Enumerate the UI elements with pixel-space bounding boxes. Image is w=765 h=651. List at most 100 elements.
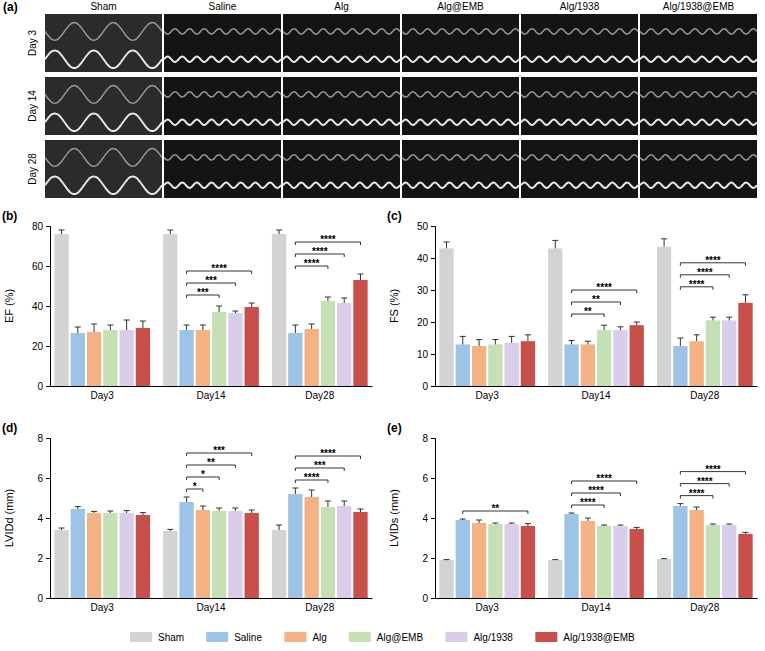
error-bar bbox=[216, 306, 222, 312]
bar bbox=[673, 346, 687, 386]
x-tick-label: Day14 bbox=[197, 390, 226, 401]
significance-label: **** bbox=[588, 485, 604, 496]
error-bar bbox=[292, 488, 298, 494]
error-bar bbox=[601, 525, 607, 526]
row-title: Day 28 bbox=[27, 153, 38, 185]
error-bar bbox=[167, 529, 173, 531]
bar bbox=[163, 531, 177, 598]
echo-wall bbox=[283, 155, 400, 160]
plot-area bbox=[439, 504, 752, 598]
legend-label: Alg bbox=[312, 632, 326, 643]
y-tick: 2 bbox=[422, 553, 435, 564]
echo-wall bbox=[521, 155, 638, 160]
annotations: ************************** bbox=[463, 464, 746, 514]
echo-background bbox=[164, 140, 281, 198]
error-bar bbox=[200, 325, 206, 330]
error-bar bbox=[124, 511, 130, 513]
significance-label: **** bbox=[312, 246, 328, 257]
error-bar bbox=[552, 240, 558, 248]
y-axis: 02468 bbox=[422, 433, 435, 604]
error-bar bbox=[634, 322, 640, 325]
error-bar bbox=[357, 274, 363, 280]
bar bbox=[504, 343, 518, 386]
echo-image bbox=[640, 14, 757, 72]
x-tick-label: Day3 bbox=[91, 602, 115, 613]
bar bbox=[581, 521, 595, 598]
bar-series bbox=[87, 490, 319, 598]
legend-item: Alg/1938@EMB bbox=[535, 632, 635, 643]
error-bar bbox=[569, 341, 575, 345]
column-title: Alg/1938 bbox=[560, 1, 600, 12]
error-bar bbox=[742, 532, 748, 534]
legend-item: Alg bbox=[284, 632, 326, 643]
x-tick: Day28 bbox=[690, 390, 719, 401]
x-tick-label: Day28 bbox=[690, 390, 719, 401]
error-bar bbox=[249, 510, 255, 513]
y-axis-title: FS (%) bbox=[388, 289, 400, 323]
column-title: Sham bbox=[90, 1, 116, 12]
significance-label: *** bbox=[314, 460, 326, 471]
echo-wall bbox=[283, 92, 400, 97]
y-tick-label: 40 bbox=[417, 253, 429, 264]
y-tick: 8 bbox=[422, 433, 435, 444]
echo-wall bbox=[164, 92, 281, 97]
significance-label: ** bbox=[592, 294, 600, 305]
echo-wall bbox=[164, 183, 281, 188]
y-tick-label: 8 bbox=[37, 433, 43, 444]
echo-wall bbox=[521, 120, 638, 125]
bar-series bbox=[87, 324, 319, 386]
error-bar bbox=[552, 559, 558, 560]
bar bbox=[353, 280, 367, 386]
x-tick: Day14 bbox=[582, 602, 611, 613]
x-tick: Day14 bbox=[582, 390, 611, 401]
echo-image bbox=[164, 140, 281, 198]
echo-background bbox=[640, 14, 757, 72]
x-tick: Day28 bbox=[305, 390, 334, 401]
panel-label: (a) bbox=[3, 0, 18, 14]
bar bbox=[103, 513, 117, 598]
echo-background bbox=[164, 77, 281, 135]
error-bar bbox=[184, 497, 190, 502]
chart-panel: 020406080Day3Day14Day28EF (%)(b)********… bbox=[2, 209, 373, 401]
panel-label: (e) bbox=[387, 421, 402, 435]
significance-label: * bbox=[193, 481, 197, 492]
column-title: Alg@EMB bbox=[437, 1, 484, 12]
error-bar bbox=[460, 336, 466, 344]
error-bar bbox=[661, 558, 667, 559]
y-tick-label: 2 bbox=[37, 553, 43, 564]
echo-wall bbox=[283, 29, 400, 34]
y-tick-label: 0 bbox=[422, 593, 428, 604]
x-axis-line bbox=[51, 386, 373, 387]
y-tick-mark bbox=[46, 518, 50, 519]
error-bar bbox=[569, 513, 575, 514]
significance-label: ** bbox=[491, 503, 499, 514]
bar-series bbox=[103, 501, 335, 598]
significance-label: * bbox=[201, 469, 205, 480]
bar bbox=[488, 344, 502, 386]
echo-image bbox=[640, 77, 757, 135]
error-bar bbox=[492, 340, 498, 345]
bar bbox=[136, 515, 150, 598]
y-tick: 30 bbox=[417, 285, 435, 296]
y-tick-mark bbox=[46, 558, 50, 559]
bar-series bbox=[54, 230, 286, 386]
echo-wall bbox=[164, 120, 281, 125]
bar bbox=[272, 530, 286, 598]
echo-wall bbox=[640, 120, 757, 125]
error-bar bbox=[677, 504, 683, 506]
error-bar bbox=[309, 490, 315, 497]
panel-label: (c) bbox=[387, 209, 402, 223]
significance-label: **** bbox=[697, 476, 713, 487]
y-tick: 60 bbox=[32, 261, 50, 272]
x-tick: Day3 bbox=[476, 602, 500, 613]
x-tick-label: Day14 bbox=[197, 602, 226, 613]
legend-label: Saline bbox=[234, 632, 262, 643]
significance-label: ** bbox=[207, 457, 215, 468]
echo-background bbox=[45, 77, 162, 135]
significance-label: *** bbox=[205, 275, 217, 286]
x-tick: Day14 bbox=[197, 602, 226, 613]
legend-swatch bbox=[445, 632, 467, 642]
echo-background bbox=[402, 14, 519, 72]
x-tick: Day28 bbox=[305, 602, 334, 613]
bar bbox=[87, 332, 101, 386]
